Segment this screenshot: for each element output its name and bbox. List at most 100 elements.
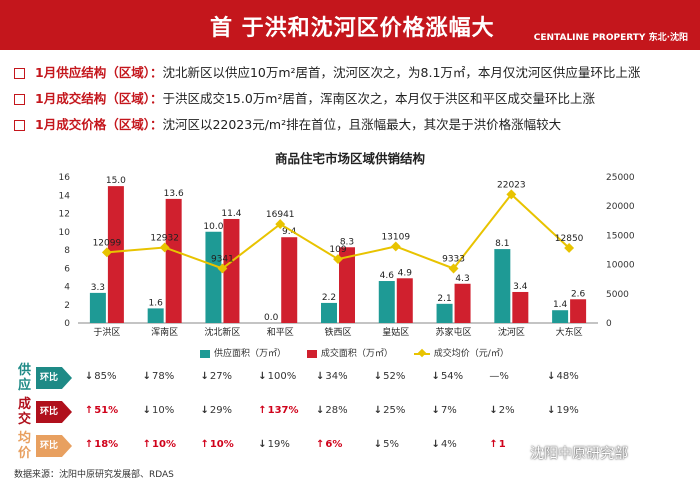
change-value: 7% [440, 405, 457, 416]
right-tick-label: 25000 [606, 173, 635, 183]
sales-data-label: 4.9 [398, 268, 413, 278]
left-tick-label: 12 [59, 210, 70, 220]
change-cell: ↓85% [85, 371, 117, 382]
supply-data-label: 4.6 [380, 271, 395, 281]
legend-item-sales: 成交面积（万㎡） [306, 349, 393, 359]
arrow-tag-icon: 环比 [36, 401, 72, 423]
change-cell: ↓7% [432, 405, 457, 416]
change-value: 6% [325, 439, 343, 450]
arrow-up-icon: ↑ [142, 439, 152, 450]
supply-bar [205, 231, 222, 323]
price-data-label: 16941 [266, 210, 295, 220]
sales-bar [281, 237, 298, 323]
sales-data-label: 4.3 [455, 274, 469, 284]
category-label: 铁西区 [324, 326, 351, 338]
metric-label: 成交 [18, 397, 32, 427]
square-bullet-icon [14, 120, 25, 131]
sales-data-label: 15.0 [106, 176, 126, 186]
left-tick-label: 16 [59, 173, 71, 183]
sales-bar [396, 278, 413, 323]
legend-swatch [306, 349, 317, 358]
right-tick-label: 20000 [606, 202, 635, 212]
summary-item: 1月供应结构（区域）：沈北新区以供应10万m²居首，沈河区次之，为8.1万㎡，本… [14, 62, 694, 88]
left-tick-label: 0 [64, 319, 70, 329]
supply-data-label: 10.0 [203, 222, 223, 232]
square-bullet-icon [14, 68, 25, 79]
sales-data-label: 8.3 [340, 237, 354, 247]
sales-bar [570, 299, 587, 323]
arrow-up-icon: ↑ [84, 405, 94, 416]
legend-item-price: 成交均价（元/㎡） [413, 349, 509, 359]
supply-data-label: 1.4 [553, 300, 568, 310]
square-bullet-icon [14, 94, 25, 105]
change-cell: ↑10% [200, 439, 233, 450]
arrow-tag-icon: 环比 [36, 435, 72, 457]
change-cell: ↓78% [143, 371, 175, 382]
sales-bar [454, 283, 471, 323]
change-cell: ↓34% [316, 371, 348, 382]
sales-data-label: 2.6 [571, 289, 586, 299]
arrow-down-icon: ↓ [84, 371, 94, 382]
price-data-label: 9341 [211, 254, 234, 264]
summary-item: 1月成交价格（区域）：沈河区以22023元/m²排在首位，且涨幅最大，其次是于洪… [14, 114, 694, 140]
summary-text: 于洪区成交15.0万m²居首，浑南区次之，本月仅于洪区和平区成交量环比上涨 [162, 91, 595, 106]
arrow-down-icon: ↓ [547, 405, 556, 416]
summary-text: 沈北新区以供应10万m²居首，沈河区次之，为8.1万㎡，本月仅沈河区供应量环比上… [162, 65, 641, 80]
arrow-up-icon: ↑ [489, 439, 498, 450]
sales-data-label: 9.4 [282, 227, 297, 237]
change-value: 51% [94, 405, 119, 416]
arrow-down-icon: ↓ [431, 371, 440, 382]
chart-legend: 供应面积（万㎡） 成交面积（万㎡） 成交均价（元/㎡） [200, 346, 527, 359]
sales-bar [107, 186, 124, 323]
change-value: 85% [94, 371, 117, 382]
metric-label: 均价 [18, 431, 32, 461]
change-value: 29% [209, 405, 233, 416]
supply-data-label: 3.3 [91, 283, 105, 293]
legend-swatch [200, 349, 210, 358]
arrow-down-icon: ↓ [200, 405, 209, 416]
summary-label: 1月成交价格（区域）： [35, 117, 163, 132]
change-value: 48% [556, 371, 579, 382]
supply-data-label: 1.6 [149, 298, 164, 308]
legend-label: 成交面积（万㎡） [320, 349, 393, 359]
supply-data-label: 2.1 [437, 294, 451, 304]
sales-data-label: 3.4 [513, 282, 528, 292]
change-cell: ↓100% [258, 371, 296, 382]
change-value: 19% [267, 439, 290, 450]
price-point [564, 243, 575, 253]
right-tick-label: 5000 [606, 290, 629, 300]
change-cell: ↓4% [432, 439, 457, 450]
page-title: 首 于洪和沈河区价格涨幅大 [210, 16, 495, 41]
sales-data-label: 11.4 [221, 209, 241, 219]
arrow-down-icon: ↓ [489, 405, 498, 416]
data-source: 数据来源：沈阳中原研究发展部、RDAS [14, 470, 174, 480]
category-label: 浑南区 [151, 326, 178, 338]
wechat-watermark: 沈阳中原研究部 [530, 446, 628, 462]
legend-line-swatch [413, 352, 430, 355]
category-label: 和平区 [267, 327, 294, 338]
change-cell: ↓19% [547, 405, 579, 416]
price-point [101, 247, 112, 258]
arrow-down-icon: ↓ [200, 371, 209, 382]
change-value: 2% [498, 405, 515, 416]
arrow-up-icon: ↑ [258, 405, 267, 416]
change-cell: ↑18% [85, 439, 118, 450]
arrow-down-icon: ↓ [431, 405, 440, 416]
change-cell: ↑51% [85, 405, 118, 416]
supply-bar [89, 292, 106, 323]
change-cell: ↑10% [143, 439, 176, 450]
supply-bar [147, 308, 164, 323]
arrow-down-icon: ↓ [258, 439, 267, 450]
category-label: 沈北新区 [204, 326, 240, 338]
change-cell: ↑137% [258, 405, 298, 416]
change-cell: ↓48% [547, 371, 579, 382]
arrow-down-icon: ↓ [316, 405, 325, 416]
change-value: 28% [325, 405, 348, 416]
change-cell: ↓19% [258, 439, 290, 450]
arrow-down-icon: ↓ [373, 439, 383, 450]
change-value: 10% [152, 405, 175, 416]
summary-list: 1月供应结构（区域）：沈北新区以供应10万m²居首，沈河区次之，为8.1万㎡，本… [14, 62, 694, 140]
price-data-label: 109 [329, 245, 346, 255]
arrow-tag-icon: 环比 [36, 367, 72, 389]
price-data-label: 12850 [555, 234, 584, 244]
